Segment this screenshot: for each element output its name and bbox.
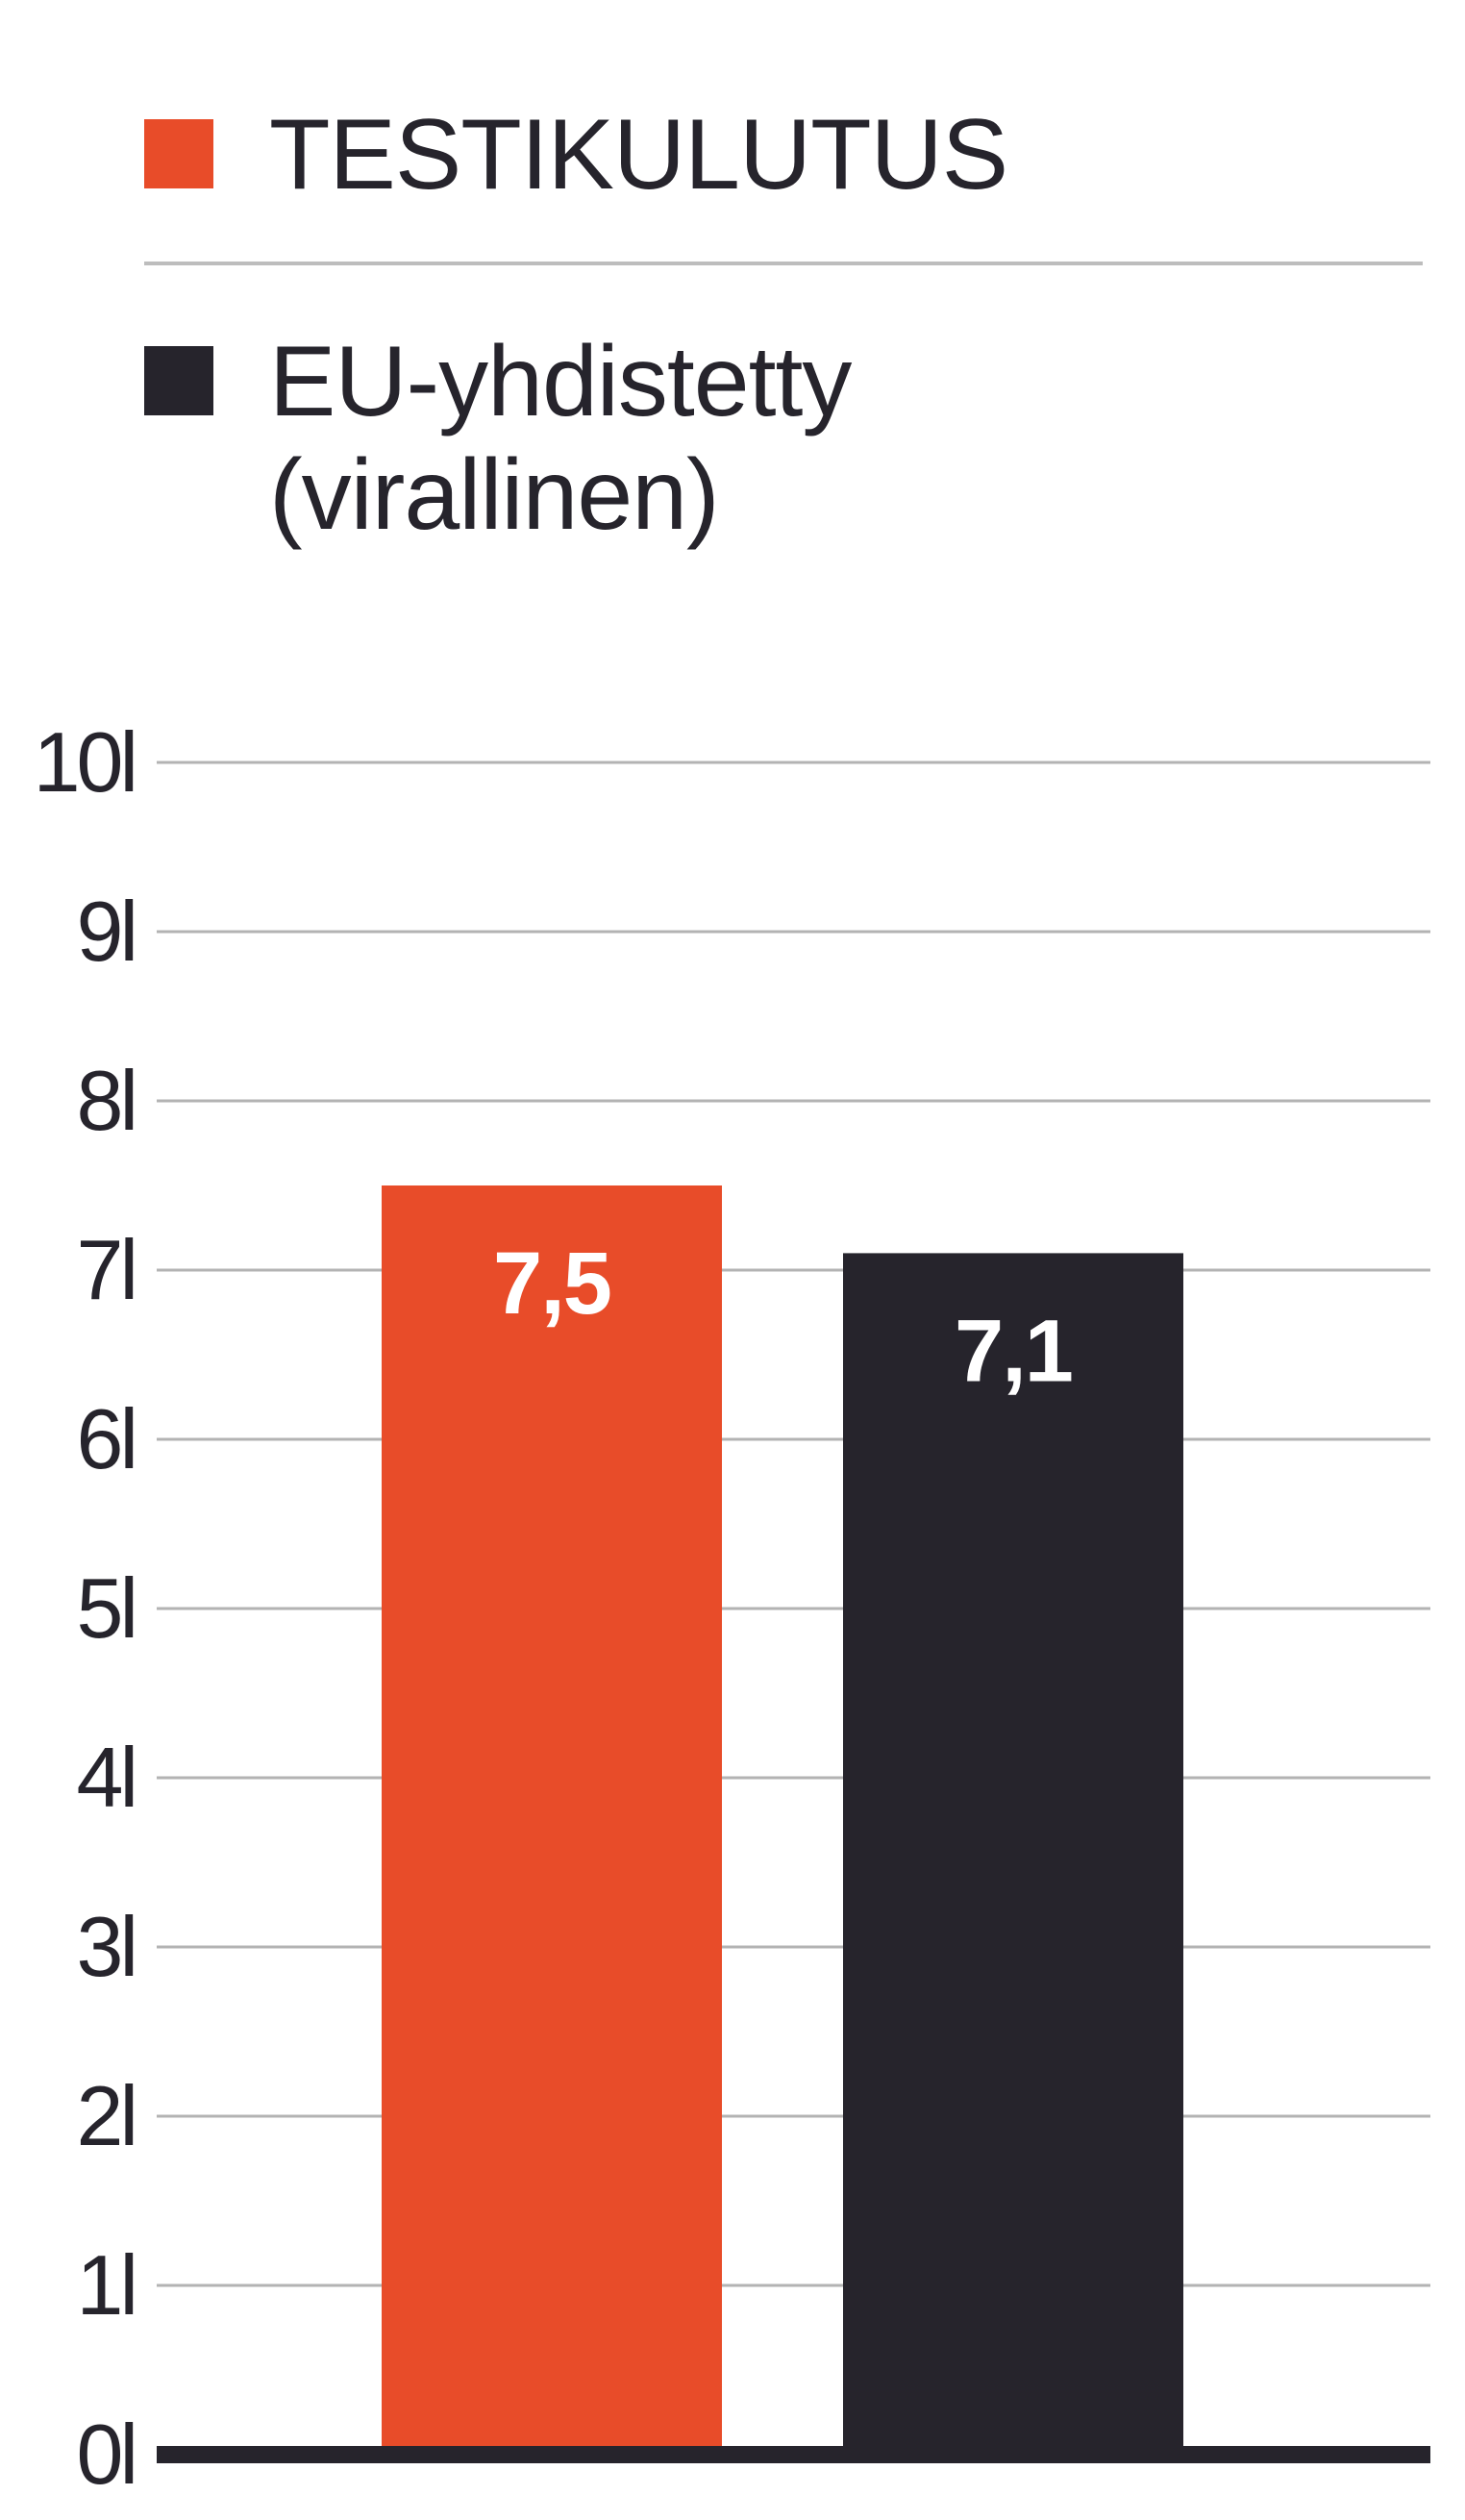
bar-testikulutus	[382, 1185, 722, 2455]
bar-eu-yhdistetty	[843, 1253, 1183, 2455]
y-tick-label-4: 4l	[77, 1730, 136, 1825]
legend-label-eu-yhdistetty: EU-yhdistetty (virallinen)	[269, 325, 852, 552]
y-tick-label-5: 5l	[77, 1560, 136, 1656]
y-tick-label-6: 6l	[77, 1391, 136, 1486]
legend-item-eu-yhdistetty: EU-yhdistetty (virallinen)	[144, 325, 852, 552]
y-tick-label-7: 7l	[77, 1222, 136, 1317]
bar-value-label-eu-yhdistetty: 7,1	[955, 1302, 1072, 1400]
bar-value-label-testikulutus: 7,5	[493, 1235, 610, 1333]
legend-item-testikulutus: TESTIKULUTUS	[144, 98, 1008, 212]
bars	[382, 1185, 1183, 2455]
y-tick-label-9: 9l	[77, 884, 136, 979]
legend-label-eu-line2: (virallinen)	[269, 439, 720, 551]
legend-divider	[144, 262, 1423, 265]
y-tick-label-1: 1l	[77, 2237, 136, 2333]
y-tick-label-10: 10l	[34, 714, 135, 810]
y-axis-ticks: 0l 1l 2l 3l 4l 5l 6l 7l 8l 9l 10l	[34, 714, 138, 2502]
x-axis-baseline	[157, 2446, 1430, 2463]
bar-value-labels: 7,5 7,1	[493, 1235, 1074, 1400]
legend-swatch-testikulutus	[144, 119, 213, 188]
y-tick-label-8: 8l	[77, 1053, 136, 1148]
y-tick-label-0: 0l	[77, 2407, 136, 2502]
legend-label-eu-line1: EU-yhdistetty	[269, 326, 852, 437]
legend-label-testikulutus: TESTIKULUTUS	[269, 99, 1008, 211]
gridlines	[157, 761, 1430, 2287]
chart-legend: TESTIKULUTUS EU-yhdistetty (virallinen)	[0, 0, 1465, 654]
y-tick-label-2: 2l	[77, 2068, 136, 2163]
x-axis-baseline-group	[157, 2446, 1430, 2463]
y-tick-label-3: 3l	[77, 1899, 136, 1994]
legend-swatch-eu-yhdistetty	[144, 346, 213, 415]
